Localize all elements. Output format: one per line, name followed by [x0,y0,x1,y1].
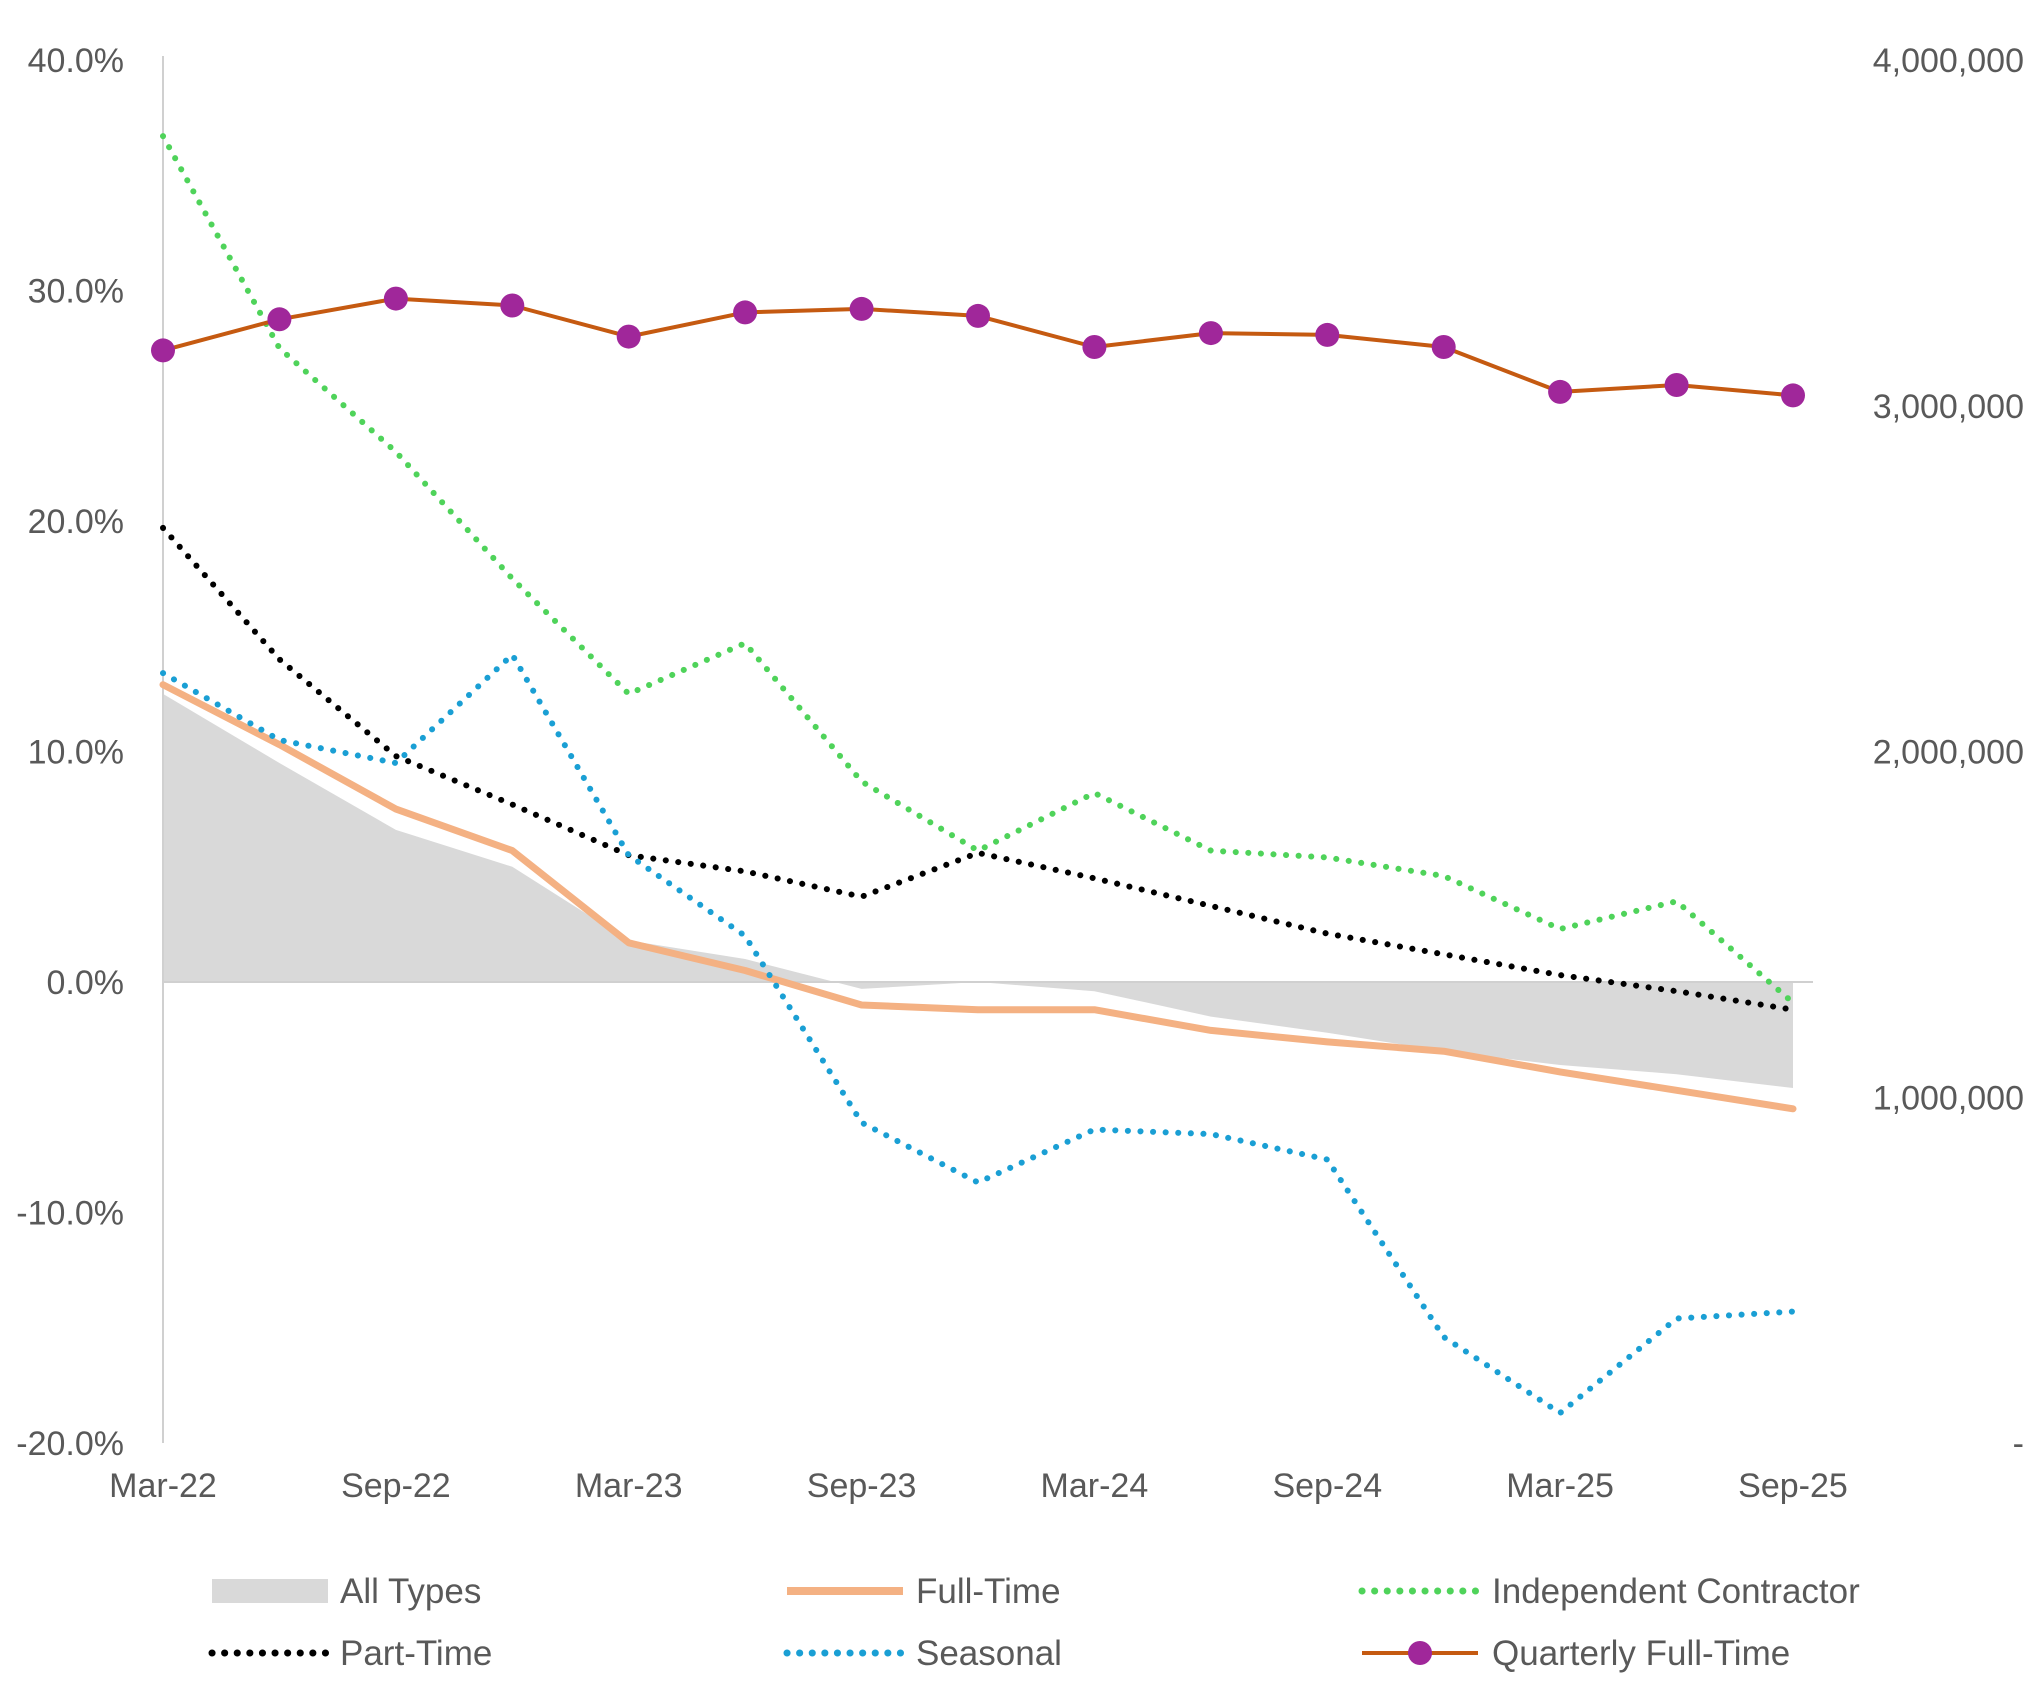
legend-label-quarterly-full-time: Quarterly Full-Time [1492,1634,1790,1673]
axis-layer [162,56,1813,1443]
legend-marker-quarterly-full-time [1408,1641,1432,1665]
series-line-part-time [160,524,1796,1013]
marker-quarterly-full-time-sep-25 [1781,383,1805,408]
marker-quarterly-full-time-mar-24 [1082,335,1107,359]
legend-label-all-types: All Types [340,1572,481,1611]
left-tick-label: 40.0% [28,42,124,80]
marker-quarterly-full-time-jun-24 [1198,321,1223,346]
legend-item-all-types: All Types [212,1572,481,1611]
marker-quarterly-full-time-mar-23 [616,324,641,349]
x-tick-label: Mar-23 [575,1467,683,1505]
legend-item-seasonal: Seasonal [783,1634,1062,1673]
markers-layer [151,286,1805,408]
x-tick-label: Sep-24 [1272,1467,1382,1505]
left-tick-label: 20.0% [28,503,124,541]
legend-item-quarterly-full-time: Quarterly Full-Time [1362,1634,1790,1673]
area-layer [163,693,1793,1088]
marker-quarterly-full-time-dec-22 [500,293,525,318]
right-tick-label: 4,000,000 [1873,42,2024,80]
legend-label-independent-contractor: Independent Contractor [1492,1572,1860,1611]
area-all-types [163,693,1793,1088]
left-tick-label: 30.0% [28,273,124,311]
x-tick-label: Mar-22 [109,1467,217,1505]
marker-quarterly-full-time-sep-22 [383,286,408,311]
legend-item-part-time: Part-Time [208,1634,492,1673]
x-tick-label: Sep-22 [341,1467,451,1505]
marker-quarterly-full-time-jun-25 [1664,373,1689,397]
x-tick-label: Sep-25 [1738,1467,1848,1505]
series-line-full-time [159,681,1797,1113]
legend-label-part-time: Part-Time [340,1634,492,1673]
legend: All Types Full-Time Independent Contract… [208,1572,1860,1673]
right-axis-ticks: - 1,000,000 2,000,000 3,000,000 4,000,000 [1873,42,2024,1463]
marker-quarterly-full-time-sep-24 [1315,322,1340,347]
series-line-independent-contractor [160,133,1796,1006]
series-line-seasonal [160,651,1796,1416]
left-tick-label: -20.0% [16,1425,124,1463]
marker-quarterly-full-time-dec-24 [1431,335,1456,359]
x-tick-label: Mar-24 [1041,1467,1149,1505]
right-tick-label: 2,000,000 [1873,734,2024,772]
marker-quarterly-full-time-jun-23 [733,300,758,325]
legend-item-full-time: Full-Time [787,1572,1061,1611]
marker-quarterly-full-time-mar-22 [151,338,175,363]
x-tick-label: Mar-25 [1506,1467,1614,1505]
legend-label-full-time: Full-Time [916,1572,1061,1611]
legend-label-seasonal: Seasonal [916,1634,1062,1673]
marker-quarterly-full-time-jun-22 [267,307,292,332]
x-axis-ticks: Mar-22 Sep-22 Mar-23 Sep-23 Mar-24 Sep-24 Mar-… [109,1467,1848,1505]
right-tick-label: - [2013,1425,2024,1463]
left-tick-label: 0.0% [47,964,125,1002]
left-tick-label: 10.0% [28,734,124,772]
legend-swatch-all-types [212,1579,328,1603]
x-tick-label: Sep-23 [807,1467,917,1505]
right-tick-label: 3,000,000 [1873,388,2024,426]
marker-quarterly-full-time-sep-23 [849,296,874,321]
left-axis-ticks: -20.0% -10.0% 0.0% 10.0% 20.0% 30.0% 40.0% [16,42,124,1463]
left-tick-label: -10.0% [16,1195,124,1233]
marker-quarterly-full-time-dec-23 [966,303,990,328]
right-tick-label: 1,000,000 [1873,1079,2024,1117]
marker-quarterly-full-time-mar-25 [1548,379,1573,404]
legend-item-independent-contractor: Independent Contractor [1358,1572,1860,1611]
